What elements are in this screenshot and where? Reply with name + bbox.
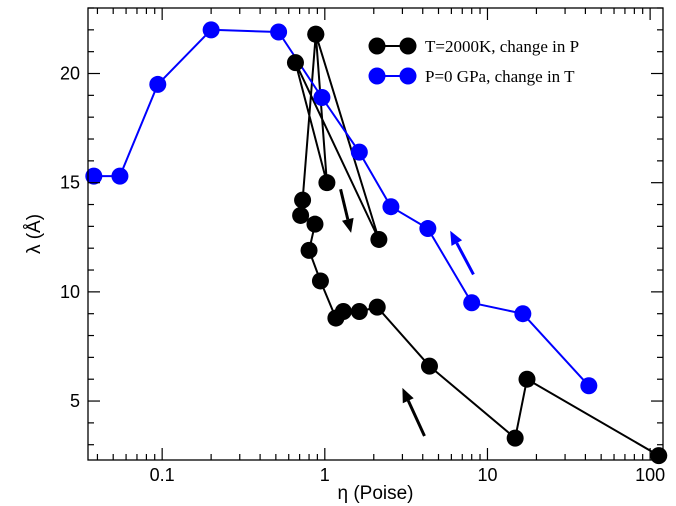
legend-marker-series-0	[368, 37, 386, 55]
ticks-layer	[88, 7, 663, 460]
data-point-series-0	[506, 429, 524, 447]
data-point-series-0	[307, 25, 325, 43]
data-point-series-1	[202, 21, 220, 39]
data-point-series-0	[334, 303, 352, 321]
data-point-series-0	[368, 298, 386, 316]
data-point-series-1	[149, 75, 167, 93]
data-point-series-0	[286, 54, 304, 72]
data-point-series-0	[311, 272, 329, 290]
data-point-series-1	[382, 198, 400, 216]
data-point-series-0	[370, 230, 388, 248]
direction-arrow	[339, 188, 354, 233]
legend-entry-series-0: T=2000K, change in P	[425, 37, 579, 56]
x-tick-label: 10	[477, 465, 497, 485]
data-point-series-1	[514, 305, 532, 323]
tick-labels-layer: 0.1 1 10 100 5 10 15 20	[60, 64, 665, 485]
data-point-series-0	[294, 191, 312, 209]
y-axis-title: λ (Å)	[24, 214, 45, 254]
data-point-series-1	[419, 220, 437, 238]
legend-marker-series-1	[368, 67, 386, 85]
series-line-1	[93, 28, 590, 387]
data-point-series-0	[350, 303, 368, 321]
plot-frame	[87, 7, 664, 461]
series-points-layer	[85, 21, 668, 465]
y-tick-label: 15	[60, 173, 80, 193]
arrow-head	[402, 387, 414, 404]
data-point-series-0	[300, 241, 318, 259]
data-point-series-1	[270, 23, 288, 41]
series-line-0	[294, 33, 660, 457]
direction-arrow	[450, 230, 475, 276]
data-point-series-1	[313, 89, 331, 107]
arrow-shaft	[339, 188, 350, 220]
arrows-layer	[339, 188, 475, 437]
y-tick-label: 20	[60, 64, 80, 84]
arrow-shaft	[406, 400, 426, 437]
data-point-series-0	[292, 206, 310, 224]
series-lines-layer	[93, 28, 660, 457]
data-point-series-0	[650, 447, 668, 465]
y-tick-label: 5	[70, 391, 80, 411]
data-point-series-1	[580, 377, 598, 395]
data-point-series-1	[111, 167, 129, 185]
arrow-shaft	[455, 242, 475, 276]
legend: T=2000K, change in P P=0 GPa, change in …	[368, 37, 579, 86]
direction-arrow	[402, 387, 426, 437]
arrow-head	[342, 217, 354, 233]
data-point-series-0	[318, 174, 336, 192]
x-tick-label: 100	[635, 465, 665, 485]
legend-marker-series-0	[399, 37, 417, 55]
x-axis-title: η (Poise)	[337, 483, 413, 504]
data-point-series-0	[518, 370, 536, 388]
y-tick-label: 10	[60, 282, 80, 302]
x-tick-label: 1	[320, 465, 330, 485]
arrow-head	[450, 230, 463, 246]
data-point-series-1	[350, 143, 368, 161]
data-point-series-0	[420, 357, 438, 375]
data-point-series-0	[306, 215, 324, 233]
legend-marker-series-1	[399, 67, 417, 85]
legend-entry-series-1: P=0 GPa, change in T	[425, 67, 575, 86]
x-tick-label: 0.1	[150, 465, 175, 485]
data-point-series-1	[463, 294, 481, 312]
data-point-series-1	[85, 167, 103, 185]
